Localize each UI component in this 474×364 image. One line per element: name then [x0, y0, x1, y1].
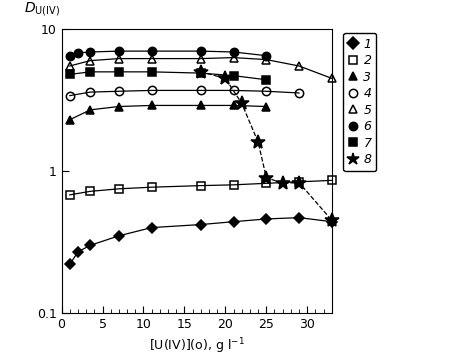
Line: 3: 3	[65, 101, 271, 124]
8	[329, 218, 335, 222]
2	[116, 187, 122, 191]
2	[296, 180, 302, 184]
3	[231, 103, 237, 108]
1	[264, 217, 269, 221]
3	[87, 108, 93, 112]
Legend: 1, 2, 3, 4, 5, 6, 7, 8: 1, 2, 3, 4, 5, 6, 7, 8	[344, 32, 376, 171]
8	[222, 76, 228, 80]
8	[264, 175, 269, 180]
7	[264, 78, 269, 82]
2	[149, 185, 155, 189]
6	[231, 50, 237, 54]
1	[198, 222, 204, 227]
5	[67, 64, 73, 68]
6	[87, 50, 93, 54]
5	[264, 58, 269, 62]
Line: 2: 2	[65, 176, 336, 199]
2	[87, 189, 93, 194]
1	[87, 243, 93, 248]
1	[116, 234, 122, 238]
5	[87, 59, 93, 63]
3	[67, 118, 73, 122]
3	[149, 103, 155, 108]
X-axis label: [U(IV)](o), g l$^{-1}$: [U(IV)](o), g l$^{-1}$	[149, 336, 245, 356]
7	[231, 74, 237, 78]
Line: 7: 7	[65, 68, 271, 84]
6	[149, 49, 155, 53]
4	[116, 89, 122, 94]
Line: 4: 4	[65, 86, 303, 100]
1	[75, 250, 81, 254]
6	[198, 49, 204, 53]
4	[67, 94, 73, 98]
1	[296, 215, 302, 220]
7	[116, 70, 122, 74]
Text: $D_\mathregular{U(IV)}$: $D_\mathregular{U(IV)}$	[24, 0, 60, 18]
Line: 8: 8	[194, 65, 339, 227]
7	[67, 72, 73, 76]
2	[67, 193, 73, 197]
6	[75, 51, 81, 55]
5	[116, 56, 122, 61]
7	[198, 71, 204, 75]
3	[198, 103, 204, 108]
1	[149, 225, 155, 230]
2	[198, 183, 204, 188]
8	[239, 101, 245, 106]
4	[87, 90, 93, 94]
4	[149, 88, 155, 92]
3	[264, 104, 269, 109]
1	[329, 219, 335, 224]
3	[116, 104, 122, 109]
2	[329, 178, 335, 183]
2	[231, 183, 237, 187]
5	[231, 55, 237, 60]
8	[198, 70, 204, 74]
Line: 1: 1	[66, 214, 335, 268]
6	[67, 54, 73, 58]
6	[264, 54, 269, 58]
7	[149, 70, 155, 74]
1	[231, 219, 237, 224]
5	[296, 64, 302, 68]
2	[264, 181, 269, 186]
4	[231, 88, 237, 92]
Line: 5: 5	[65, 54, 336, 83]
8	[255, 140, 261, 144]
Line: 6: 6	[65, 47, 271, 60]
7	[87, 70, 93, 74]
8	[296, 181, 302, 185]
8	[280, 181, 285, 186]
4	[264, 89, 269, 94]
1	[67, 262, 73, 266]
5	[329, 76, 335, 80]
4	[296, 91, 302, 95]
5	[149, 56, 155, 61]
5	[198, 56, 204, 61]
6	[116, 49, 122, 53]
4	[198, 88, 204, 92]
